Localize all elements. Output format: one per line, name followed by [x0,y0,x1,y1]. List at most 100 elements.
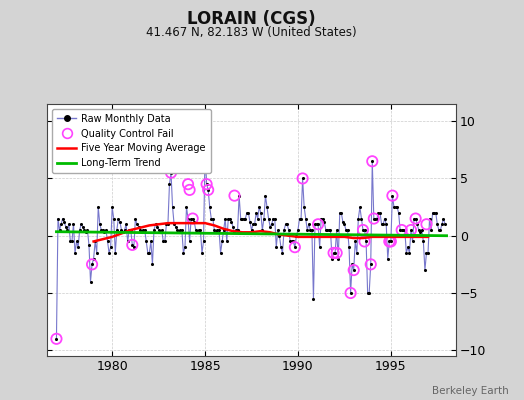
Point [233,227,242,233]
Point [171,223,180,230]
Point [277,244,285,250]
Point [387,238,395,245]
Point [405,250,413,256]
Point [430,210,439,216]
Point [90,256,98,262]
Point [127,227,135,233]
Point [189,215,197,222]
Point [69,221,78,228]
Point [82,229,90,236]
Point [216,250,225,256]
Point [258,227,267,233]
Point [359,227,367,233]
Point [121,227,129,233]
Point [212,229,220,236]
Point [210,227,219,233]
Point [371,215,379,222]
Point [414,227,423,233]
Point [162,221,171,228]
Point [261,192,270,199]
Point [189,215,197,222]
Point [145,250,154,256]
Point [388,192,397,199]
Point [361,227,369,233]
Point [93,250,101,256]
Point [432,210,440,216]
Point [280,227,288,233]
Point [114,215,123,222]
Point [68,238,76,245]
Point [224,215,233,222]
Point [343,227,352,233]
Point [296,215,304,222]
Point [106,244,115,250]
Point [330,250,338,256]
Point [179,250,188,256]
Point [137,229,146,236]
Point [408,238,417,245]
Point [60,219,69,225]
Point [196,227,205,233]
Point [236,215,245,222]
Point [388,192,397,199]
Point [368,158,376,164]
Point [165,181,173,187]
Point [246,219,254,225]
Point [289,238,298,245]
Point [337,210,345,216]
Point [105,250,113,256]
Point [63,227,71,233]
Point [396,227,405,233]
Point [110,215,118,222]
Point [223,238,231,245]
Point [301,215,310,222]
Point [195,227,203,233]
Point [418,227,426,233]
Point [232,227,240,233]
Point [267,221,276,228]
Point [334,256,342,262]
Point [403,244,412,250]
Point [198,250,206,256]
Point [151,221,160,228]
Point [159,238,168,245]
Point [419,238,428,245]
Point [438,221,446,228]
Point [393,204,401,210]
Point [265,215,273,222]
Point [59,215,67,222]
Point [292,232,301,239]
Point [86,278,95,285]
Point [376,210,384,216]
Point [57,221,66,228]
Point [422,221,431,228]
Point [204,187,212,193]
Point [144,250,152,256]
Point [362,238,370,245]
Point [134,223,143,230]
Point [368,158,376,164]
Point [192,227,200,233]
Point [291,244,299,250]
Point [357,215,366,222]
Point [91,238,100,245]
Point [369,215,378,222]
Point [88,261,96,268]
Point [52,336,61,342]
Point [252,210,260,216]
Point [61,223,70,230]
Point [85,242,93,248]
Point [168,204,177,210]
Point [398,227,406,233]
Point [323,227,332,233]
Point [181,244,189,250]
Point [425,215,434,222]
Text: 41.467 N, 82.183 W (United States): 41.467 N, 82.183 W (United States) [146,26,357,39]
Point [354,215,363,222]
Point [266,223,274,230]
Point [202,181,211,187]
Point [309,296,318,302]
Point [155,227,163,233]
Point [286,238,294,245]
Point [150,227,158,233]
